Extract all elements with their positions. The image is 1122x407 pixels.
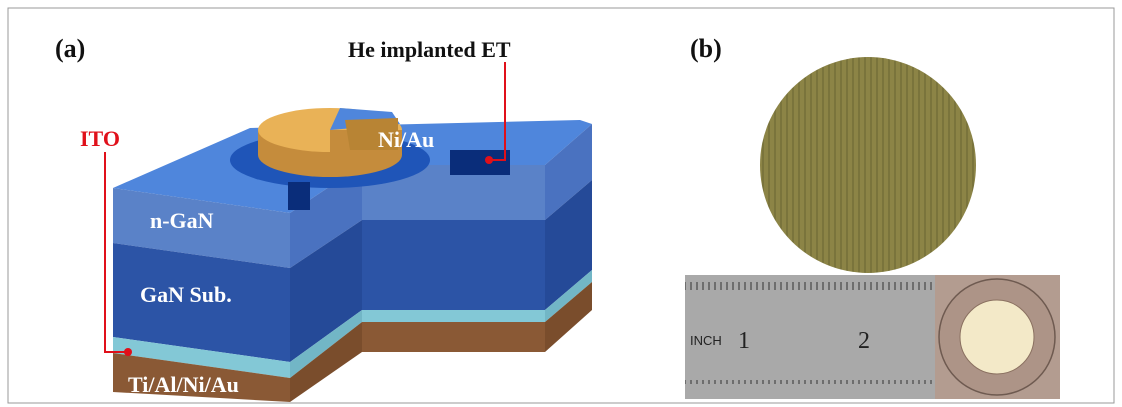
ruler-label: 2	[858, 328, 870, 354]
ruler	[685, 275, 935, 399]
layer-label: Ni/Au	[378, 127, 434, 152]
ruler-label: 1	[738, 328, 750, 354]
layer-label: n-GaN	[150, 208, 214, 233]
ruler-label: INCH	[690, 333, 722, 348]
panel-label: (b)	[690, 34, 722, 63]
callout: ITO	[80, 126, 120, 151]
device-photo	[935, 275, 1060, 399]
wafer	[760, 57, 976, 273]
callout: He implanted ET	[348, 37, 511, 62]
layer-label: Ti/Al/Ni/Au	[128, 372, 239, 397]
figure: (a) ITO He implanted ET Ni/Au n-GaN GaN …	[0, 0, 1122, 407]
layer-label: GaN Sub.	[140, 282, 232, 307]
panel-label: (a)	[55, 34, 85, 63]
